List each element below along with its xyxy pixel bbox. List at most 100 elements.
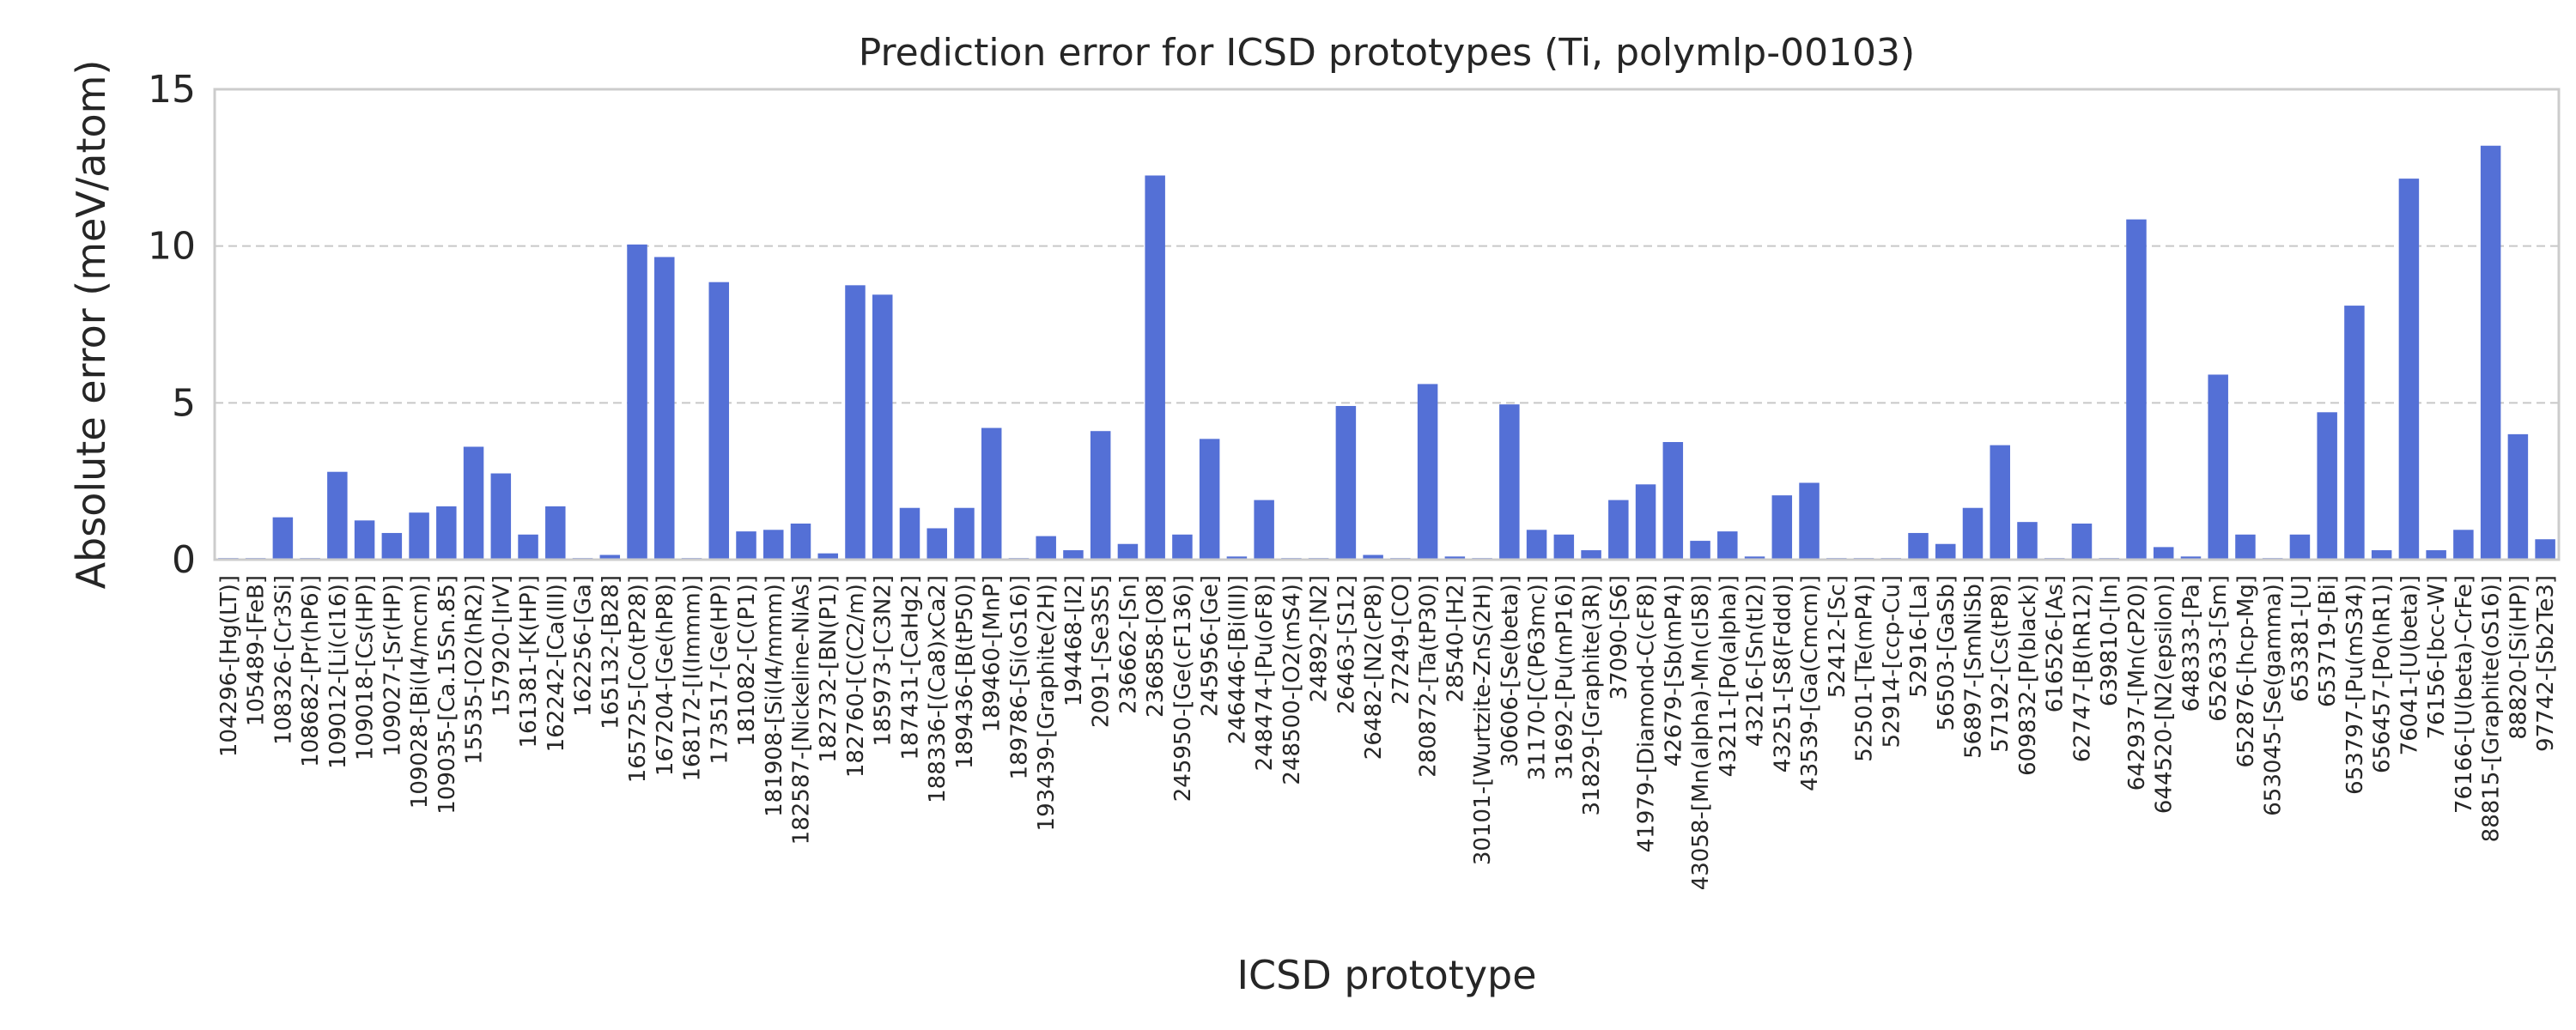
bar (1199, 439, 1220, 560)
x-tick-label: 88820-[Si(HP)] (2506, 575, 2531, 740)
bar (409, 512, 429, 560)
x-tick-label: 52916-[La] (1906, 575, 1932, 698)
x-tick-label: 31170-[C(P63mc)] (1525, 575, 1551, 780)
bar (1717, 531, 1738, 560)
bar (2180, 556, 2202, 560)
x-tick-label: 189460-[MnP] (980, 575, 1005, 733)
bar (654, 257, 675, 560)
bar (1744, 556, 1765, 560)
x-tick-label: 27249-[CO] (1388, 575, 1414, 705)
bar (1771, 495, 1793, 560)
x-tick-label: 653719-[Bi] (2315, 575, 2341, 707)
x-tick-label: 57192-[Cs(tP8)] (1988, 575, 2014, 753)
x-tick-label: 30606-[Se(beta)] (1498, 575, 1523, 767)
bar (1417, 384, 1438, 560)
x-tick-label: 43216-[Sn(tI2)] (1743, 575, 1769, 747)
x-tick-label: 162256-[Ga] (571, 575, 597, 717)
x-tick-label: 182732-[BN(P1)] (816, 575, 841, 763)
bar (490, 473, 512, 560)
bar (708, 282, 730, 560)
bar (1908, 532, 1929, 560)
x-tick-label: 52412-[Sc] (1825, 575, 1850, 698)
x-tick-label: 43058-[Mn(alpha)-Mn(cI58)] (1688, 575, 1714, 890)
x-tick-label: 26463-[S12] (1334, 575, 1359, 714)
bar (2153, 547, 2174, 560)
x-tick-label: 165132-[B28] (598, 575, 623, 730)
bar (599, 554, 621, 560)
bar (1254, 500, 1274, 560)
x-tick-label: 105489-[FeB] (244, 575, 270, 726)
x-tick-label: 37090-[S6] (1607, 575, 1632, 700)
y-tick-labels: 0 5 10 15 (148, 68, 196, 582)
y-axis-label: Absolute error (meV/atom) (68, 60, 114, 590)
x-tick-label: 26482-[N2(cP8)] (1361, 575, 1387, 760)
x-tick-label: 162242-[Ca(III)] (544, 575, 569, 752)
chart-title: Prediction error for ICSD prototypes (Ti… (859, 31, 1915, 75)
bar (954, 507, 975, 560)
x-tick-label: 31692-[Pu(mP16)] (1552, 575, 1577, 779)
bar (436, 506, 457, 560)
x-tick-label: 173517-[Ge(HP)] (707, 575, 732, 765)
x-tick-label: 653045-[Se(gamma)] (2261, 575, 2287, 816)
bar (763, 530, 784, 560)
x-tick-label: 616526-[As] (2043, 575, 2069, 712)
x-tick-label: 642937-[Mn(cP20)] (2124, 575, 2150, 791)
x-tick-label: 109035-[Ca.15Sn.85] (434, 575, 460, 815)
x-tick-label: 108682-[Pr(hP6)] (298, 575, 324, 767)
x-tick-label: 236858-[O8] (1143, 575, 1169, 718)
plot-frame (213, 88, 2561, 561)
bar (1608, 500, 1629, 560)
x-tick-label: 188336-[(Ca8)xCa2] (925, 575, 951, 803)
x-tick-label: 31829-[Graphite(3R)] (1579, 575, 1605, 815)
bar (1117, 543, 1139, 560)
bars (218, 145, 2555, 560)
x-tick-label: 182760-[C(C2/m)] (843, 575, 869, 778)
x-tick-label: 104296-[Hg(LT)] (216, 575, 242, 757)
x-tick-label: 109012-[Li(cI16)] (325, 575, 351, 769)
bar (2507, 433, 2529, 560)
bar (1363, 554, 1383, 560)
bar (899, 507, 920, 560)
x-tick-label: 182587-[Nickeline-NiAs] (789, 575, 815, 845)
bar (381, 532, 403, 560)
x-tick-label: 168172-[I(Immm)] (680, 575, 706, 782)
x-tick-label: 644520-[N2(epsilon)] (2152, 575, 2178, 814)
bar (1499, 404, 1520, 560)
x-tick-label: 109027-[Sr(HP)] (380, 575, 405, 757)
x-tick-label: 189786-[Si(oS16)] (1006, 575, 1032, 779)
gridlines (215, 245, 2559, 404)
x-tick-label: 88815-[Graphite(oS16)] (2479, 575, 2505, 842)
bar (272, 517, 294, 560)
bar (1335, 405, 1357, 560)
bar (2208, 374, 2228, 560)
bar (736, 531, 756, 560)
bar (1063, 550, 1084, 560)
bar (1962, 507, 1984, 560)
x-tick-label: 62747-[B(hR12)] (2069, 575, 2095, 762)
x-tick-labels: 104296-[Hg(LT)] 105489-[FeB] 108326-[Cr3Si… (216, 575, 2559, 890)
bar (872, 294, 893, 560)
x-tick-label: 167204-[Ge(hP8)] (653, 575, 678, 776)
x-tick-label: 161381-[K(HP)] (516, 575, 542, 748)
x-tick-label: 280872-[Ta(tP30)] (1416, 575, 1442, 778)
bar (354, 520, 375, 560)
bar (2344, 306, 2365, 560)
y-tick-label: 15 (148, 68, 196, 112)
x-tick-label: 30101-[Wurtzite-ZnS(2H)] (1470, 575, 1496, 865)
bar (2426, 550, 2446, 560)
bar (1935, 543, 1956, 560)
bar (1690, 541, 1710, 560)
bar (2480, 145, 2501, 560)
bar (2126, 219, 2147, 560)
x-tick-label: 52914-[ccp-Cu] (1879, 575, 1905, 748)
x-tick-label: 189436-[B(tP50)] (952, 575, 978, 769)
bar (927, 528, 947, 560)
x-tick-label: 15535-[O2(hR2)] (462, 575, 488, 765)
x-tick-label: 41979-[Diamond-C(cF8)] (1634, 575, 1660, 852)
x-tick-label: 52501-[Te(mP4)] (1852, 575, 1878, 762)
x-tick-label: 76041-[U(beta)] (2397, 575, 2422, 755)
x-tick-label: 656457-[Po(hR1)] (2370, 575, 2396, 773)
x-tick-label: 639810-[In] (2097, 575, 2123, 706)
y-tick-label: 5 (172, 381, 196, 425)
x-axis-label: ICSD prototype (1236, 952, 1536, 998)
